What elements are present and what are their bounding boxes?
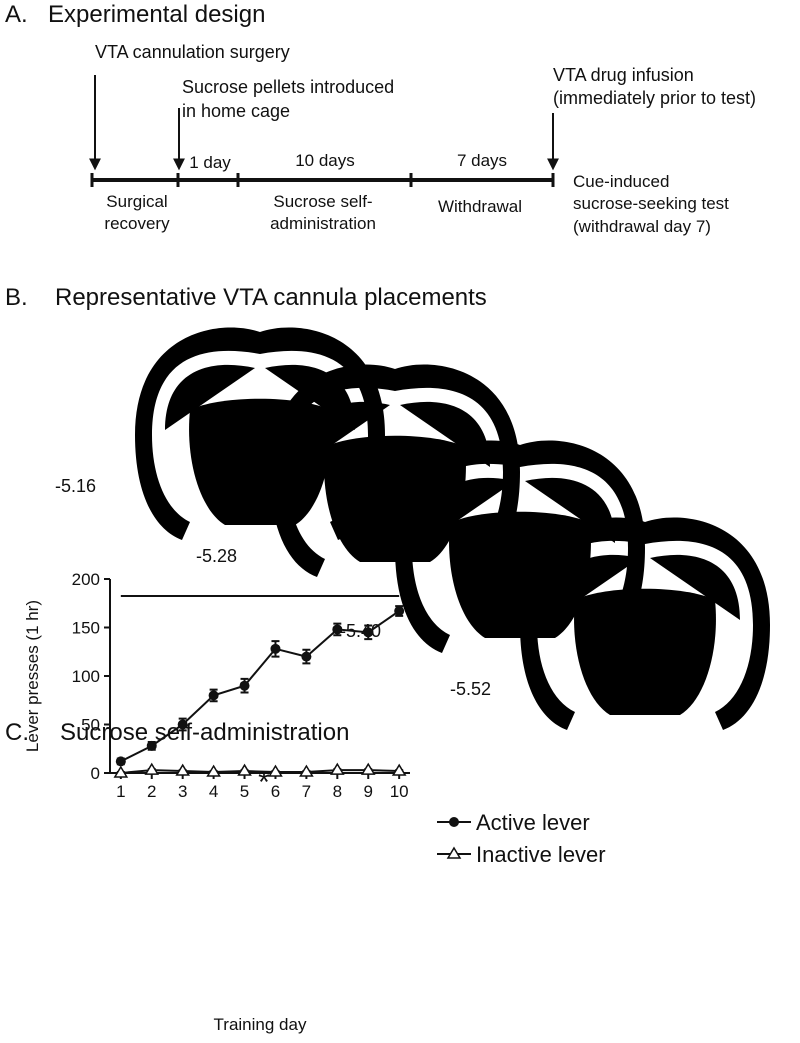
data-point: [332, 624, 343, 635]
section-level: -5.52: [450, 679, 491, 699]
x-tick-label: 8: [333, 782, 342, 801]
data-point: [144, 762, 160, 775]
section-level: -5.16: [55, 476, 96, 496]
event: VTA drug infusion: [553, 65, 694, 85]
timeline-ticks: [90, 173, 555, 187]
x-axis-label: Training day: [214, 1015, 307, 1034]
data-point: [270, 643, 281, 654]
data-point: [329, 762, 345, 775]
y-axis-label: Lever presses (1 hr): [23, 600, 42, 752]
data-point: [113, 765, 129, 778]
duration: 10 days: [295, 151, 355, 170]
phase: sucrose-seeking test: [573, 194, 729, 213]
x-tick-label: 1: [116, 782, 125, 801]
section-level: -5.28: [196, 546, 237, 566]
data-point: [360, 762, 376, 775]
y-tick-label: 100: [72, 667, 100, 686]
event: in home cage: [182, 101, 290, 121]
data-point: [146, 740, 157, 751]
x-tick-label: 7: [302, 782, 311, 801]
panel-label: C.: [5, 719, 29, 746]
series-line: [120, 610, 400, 763]
data-point: [208, 690, 219, 701]
significance: *: [258, 766, 270, 799]
series-line: [120, 769, 400, 774]
x-tick-label: 6: [271, 782, 280, 801]
data-point: [268, 764, 283, 777]
x-tick-label: 5: [240, 782, 249, 801]
y-tick-label: 150: [72, 619, 100, 638]
duration: 7 days: [457, 151, 507, 170]
data-point: [363, 627, 374, 638]
x-tick-label: 4: [209, 782, 218, 801]
chart-title: Sucrose self-administration: [60, 719, 349, 746]
panel-c: C. Sucrose self-administration Training …: [5, 570, 606, 1034]
x-tick-label: 2: [147, 782, 156, 801]
legend-label: Inactive lever: [476, 842, 606, 867]
x-tick-label: 10: [390, 782, 409, 801]
x-tick-label: 3: [178, 782, 187, 801]
event-arrows: [89, 75, 559, 171]
phase: Withdrawal: [438, 197, 522, 216]
phase: (withdrawal day 7): [573, 217, 711, 236]
event: Sucrose pellets introduced: [182, 77, 394, 97]
event: (immediately prior to test): [553, 88, 756, 108]
data-point: [206, 764, 221, 777]
legend-label: Active lever: [476, 810, 590, 835]
y-tick-label: 200: [72, 570, 100, 589]
phase: administration: [270, 214, 376, 233]
data-point: [239, 680, 250, 691]
x-tick-label: 9: [364, 782, 373, 801]
panel-label: B.: [5, 284, 28, 311]
phase: Cue-induced: [573, 172, 669, 191]
y-tick-label: 50: [81, 716, 100, 735]
data-point: [299, 764, 314, 777]
panel-a: A. Experimental design VTA cannulation s…: [5, 1, 756, 236]
legend-marker: [449, 817, 459, 827]
data-point: [301, 651, 312, 662]
phase: Surgical: [106, 192, 167, 211]
legend-marker: [446, 846, 462, 859]
data-point: [115, 756, 126, 767]
event: VTA cannulation surgery: [95, 42, 290, 62]
data-point: [394, 606, 405, 617]
duration: 1 day: [189, 153, 231, 172]
data-point: [237, 763, 252, 776]
data-point: [175, 763, 191, 776]
panel-b: B. Representative VTA cannula placements…: [5, 284, 770, 730]
y-tick-label: 0: [91, 764, 100, 783]
phase: Sucrose self-: [273, 192, 372, 211]
panel-title: Experimental design: [48, 1, 265, 28]
panel-label: A.: [5, 1, 28, 28]
data-point: [391, 763, 407, 776]
panel-title: Representative VTA cannula placements: [55, 284, 487, 311]
data-point: [177, 719, 188, 730]
phase: recovery: [104, 214, 170, 233]
